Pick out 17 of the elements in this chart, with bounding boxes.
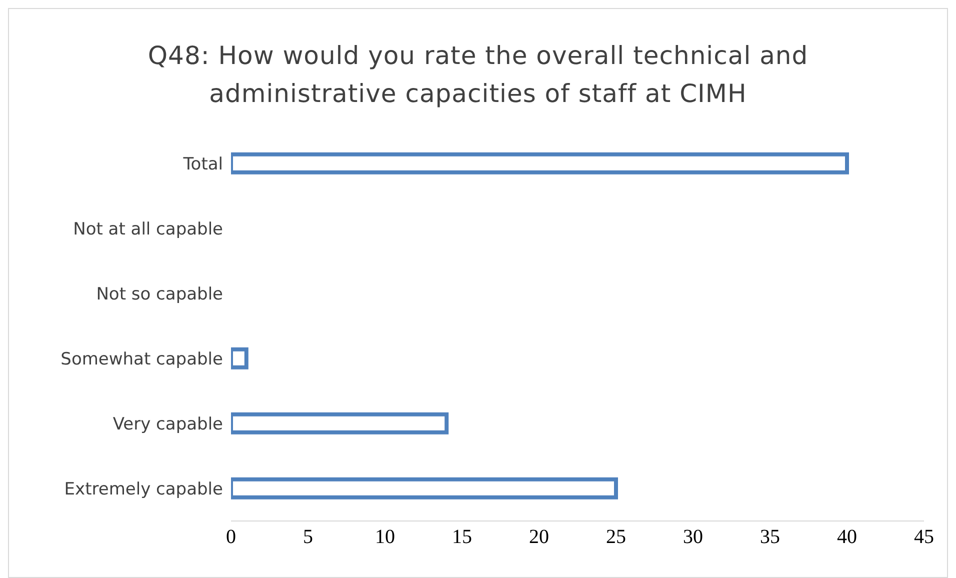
x-tick-label: 10 (375, 526, 395, 548)
x-tick-label: 15 (452, 526, 472, 548)
x-tick-label: 30 (683, 526, 703, 548)
x-tick-label: 25 (606, 526, 626, 548)
x-tick-label: 35 (760, 526, 780, 548)
x-tick-label: 0 (226, 526, 236, 548)
chart-title: Q48: How would you rate the overall technical and administrative capacities of staff at CIMH (146, 40, 810, 110)
y-tick-label: Not at all capable (73, 220, 223, 240)
y-tick-label: Very capable (112, 414, 223, 435)
y-tick-label: Somewhat capable (60, 350, 223, 370)
y-tick-label: Extremely capable (64, 480, 223, 500)
x-tick-label: 20 (529, 526, 549, 548)
x-tick-label: 45 (914, 526, 934, 548)
x-tick-label: 40 (837, 526, 857, 548)
y-tick-label: Total (182, 154, 223, 175)
y-tick-label: Not so capable (96, 284, 223, 305)
x-tick-label: 5 (303, 526, 313, 548)
